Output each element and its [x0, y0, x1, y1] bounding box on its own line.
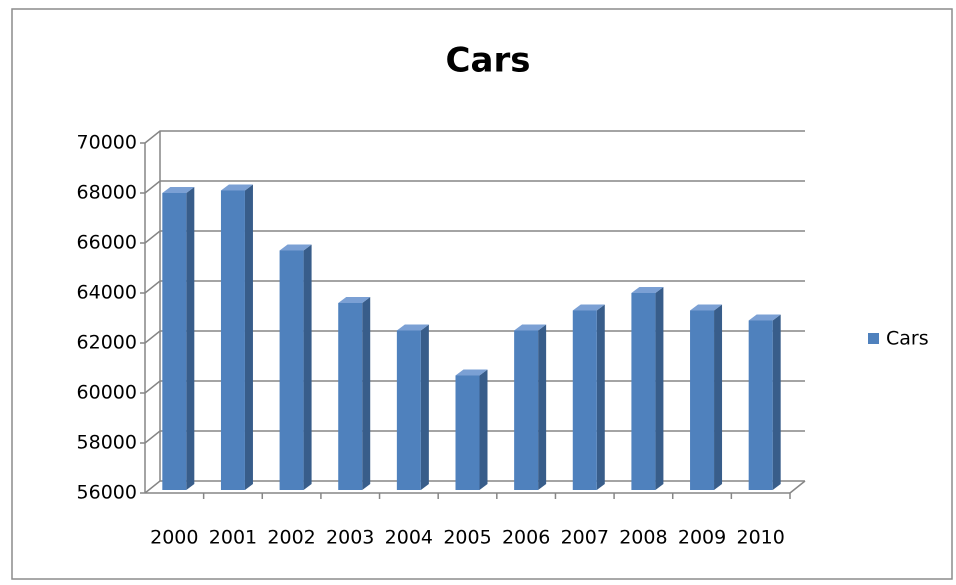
bar-side	[420, 324, 429, 490]
bar-side	[596, 304, 605, 490]
y-tick-label: 60000	[77, 382, 137, 404]
axis-line	[789, 480, 806, 494]
bar	[455, 375, 480, 490]
bar-side	[479, 369, 488, 490]
x-tick-label: 2006	[502, 527, 550, 549]
bar-top	[220, 184, 253, 191]
x-tick-label: 2002	[267, 527, 315, 549]
grid-line	[144, 230, 805, 244]
y-tick-label: 56000	[77, 482, 137, 504]
bar-side	[362, 297, 371, 490]
bar	[338, 303, 363, 490]
bar	[690, 310, 715, 490]
bar	[162, 193, 187, 490]
x-tick-label: 2001	[209, 527, 257, 549]
y-tick-label: 58000	[77, 432, 137, 454]
bar	[279, 250, 304, 490]
y-tick-label: 64000	[77, 282, 137, 304]
bar	[631, 293, 656, 490]
grid-line	[144, 280, 805, 294]
grid-line	[144, 180, 805, 194]
grid-line	[144, 130, 805, 144]
bar-side	[655, 287, 664, 490]
x-tick-label: 2000	[150, 527, 198, 549]
bar-side	[186, 187, 195, 490]
y-tick-label: 66000	[77, 232, 137, 254]
legend-label: Cars	[886, 328, 929, 350]
bar-top	[396, 324, 429, 331]
x-tick-label: 2003	[326, 527, 374, 549]
x-tick-label: 2007	[561, 527, 609, 549]
bar-top	[162, 187, 195, 193]
legend-swatch	[868, 333, 879, 344]
bar-top	[690, 304, 723, 311]
bar-side	[772, 314, 781, 490]
bar-side	[714, 304, 723, 490]
bar	[514, 330, 539, 490]
bar-side	[244, 184, 253, 490]
bar	[748, 320, 773, 490]
bar-top	[748, 314, 781, 321]
chart-title: Cars	[446, 41, 531, 81]
y-tick-label: 68000	[77, 182, 137, 204]
bar-top	[338, 297, 371, 303]
bar	[572, 310, 597, 490]
bar-side	[303, 244, 312, 490]
y-tick-label: 62000	[77, 332, 137, 354]
bar-top	[631, 287, 664, 293]
bar	[396, 330, 421, 490]
bar-top	[279, 244, 312, 251]
bar-top	[514, 324, 547, 331]
bar-side	[538, 324, 547, 490]
x-tick-label: 2005	[443, 527, 491, 549]
x-tick-label: 2010	[737, 527, 785, 549]
bar-top	[455, 369, 488, 376]
bar	[220, 190, 245, 490]
x-tick-label: 2004	[385, 527, 433, 549]
bar-top	[572, 304, 605, 311]
x-tick-label: 2009	[678, 527, 726, 549]
y-tick-label: 70000	[77, 132, 137, 154]
x-tick-label: 2008	[619, 527, 667, 549]
